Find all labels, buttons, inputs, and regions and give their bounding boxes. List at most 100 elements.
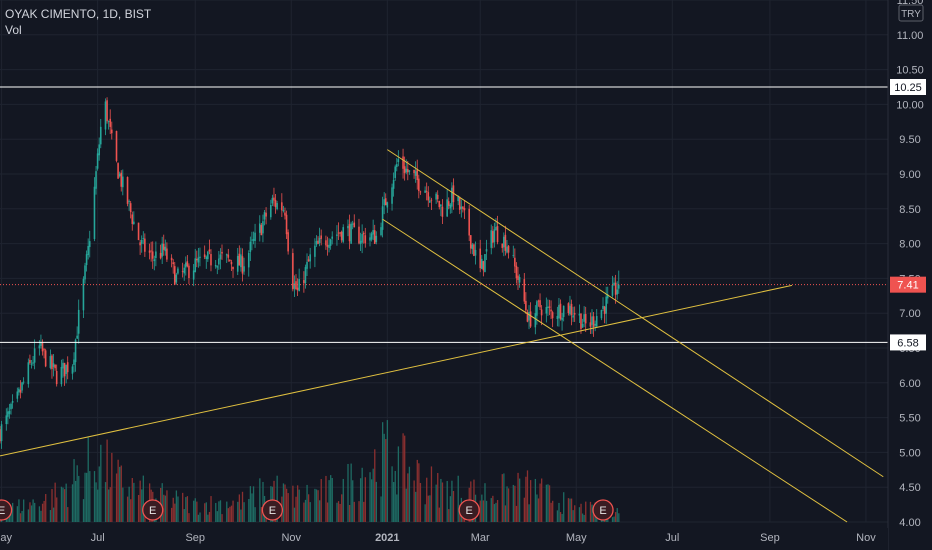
candle-body xyxy=(51,355,53,370)
candle-body xyxy=(381,206,384,230)
earnings-marker[interactable] xyxy=(458,499,480,521)
y-tick-label: 9.00 xyxy=(899,169,920,181)
candle-body xyxy=(243,266,245,272)
candle-body xyxy=(87,245,89,256)
candle-body xyxy=(395,164,398,168)
candle-body xyxy=(159,252,162,259)
candle-body xyxy=(54,364,56,369)
y-tick-label: 9.50 xyxy=(899,134,920,146)
candle-body xyxy=(457,196,459,202)
volume-bar xyxy=(164,495,167,522)
candle-body xyxy=(380,227,382,236)
candle-body xyxy=(128,201,130,202)
candle-body xyxy=(219,254,222,260)
candle-body xyxy=(340,231,343,241)
volume-bar xyxy=(219,500,222,522)
earnings-marker[interactable] xyxy=(0,499,13,521)
channel-upper-line[interactable] xyxy=(387,149,884,478)
candle-body xyxy=(285,214,288,235)
volume-bar xyxy=(204,503,206,522)
candle-body xyxy=(403,166,406,174)
earnings-marker[interactable] xyxy=(142,499,164,521)
volume-bar xyxy=(74,480,77,522)
candle-body xyxy=(364,235,367,244)
volume-bar xyxy=(541,478,543,522)
x-tick-label: Sep xyxy=(760,532,780,544)
volume-bar xyxy=(348,504,351,522)
volume-bar xyxy=(232,500,234,522)
volume-bar xyxy=(402,433,404,522)
candle-body xyxy=(492,231,494,243)
candle-body xyxy=(230,261,233,265)
volume-bar xyxy=(287,493,289,522)
volume-bar xyxy=(87,437,89,522)
volume-bar xyxy=(221,514,223,522)
symbol-title: OYAK CIMENTO, 1D, BIST xyxy=(5,7,152,21)
volume-bar xyxy=(282,483,285,522)
volume-bar xyxy=(16,506,19,522)
earnings-marker[interactable] xyxy=(261,499,284,521)
candle-body xyxy=(140,239,143,244)
currency-badge[interactable] xyxy=(898,4,924,22)
candle-body xyxy=(418,178,420,192)
volume-bar xyxy=(374,449,376,522)
candle-body xyxy=(170,257,173,261)
volume-bar xyxy=(19,513,22,522)
volume-bar xyxy=(182,492,184,522)
volume-bar xyxy=(325,475,327,522)
earnings-marker[interactable] xyxy=(592,499,614,521)
volume-bar xyxy=(54,482,56,522)
volume-bar xyxy=(383,433,385,522)
volume-bar xyxy=(52,507,55,522)
candle-body xyxy=(570,303,573,315)
volume-bar xyxy=(43,500,45,522)
volume-bar xyxy=(229,506,231,522)
volume-bar xyxy=(197,514,200,522)
volume-bar xyxy=(226,501,228,522)
candle-body xyxy=(606,294,609,299)
volume-bar xyxy=(504,505,507,522)
volume-bar xyxy=(435,484,437,522)
volume-bar xyxy=(457,475,459,522)
volume-bar xyxy=(424,504,426,522)
volume-bar xyxy=(111,452,113,522)
volume-bar xyxy=(394,470,396,522)
candle-body xyxy=(441,206,444,217)
support-trendline[interactable] xyxy=(0,284,793,457)
volume-bar xyxy=(569,498,571,522)
candle-body xyxy=(359,240,362,244)
volume-bar xyxy=(21,510,23,522)
volume-bar xyxy=(317,490,319,522)
candle-body xyxy=(347,226,349,229)
volume-bar xyxy=(175,490,178,522)
channel-lower-line[interactable] xyxy=(382,218,848,523)
candle-body xyxy=(592,316,595,327)
volume-bar xyxy=(589,501,592,522)
candle-body xyxy=(603,306,606,314)
candle-body xyxy=(225,254,228,256)
volume-bar xyxy=(341,494,343,522)
candle-body xyxy=(589,322,592,327)
time-axis[interactable] xyxy=(0,528,888,550)
candle-body xyxy=(0,429,1,442)
volume-bar xyxy=(404,435,406,522)
candle-body xyxy=(41,342,44,352)
candle-body xyxy=(336,234,338,236)
volume-bar xyxy=(56,497,58,522)
volume-bar xyxy=(585,501,587,522)
candle-body xyxy=(247,252,250,268)
volume-bar xyxy=(426,477,428,522)
candle-body xyxy=(71,366,74,374)
volume-bar xyxy=(347,463,349,522)
candle-body xyxy=(614,282,617,295)
volume-bar xyxy=(196,501,198,522)
volume-bar xyxy=(314,488,316,522)
volume-bar xyxy=(115,473,118,522)
candle-body xyxy=(402,156,404,169)
volume-bar xyxy=(166,490,168,522)
volume-bar xyxy=(84,472,86,522)
volume-bar xyxy=(570,498,573,522)
volume-bar xyxy=(106,439,108,522)
